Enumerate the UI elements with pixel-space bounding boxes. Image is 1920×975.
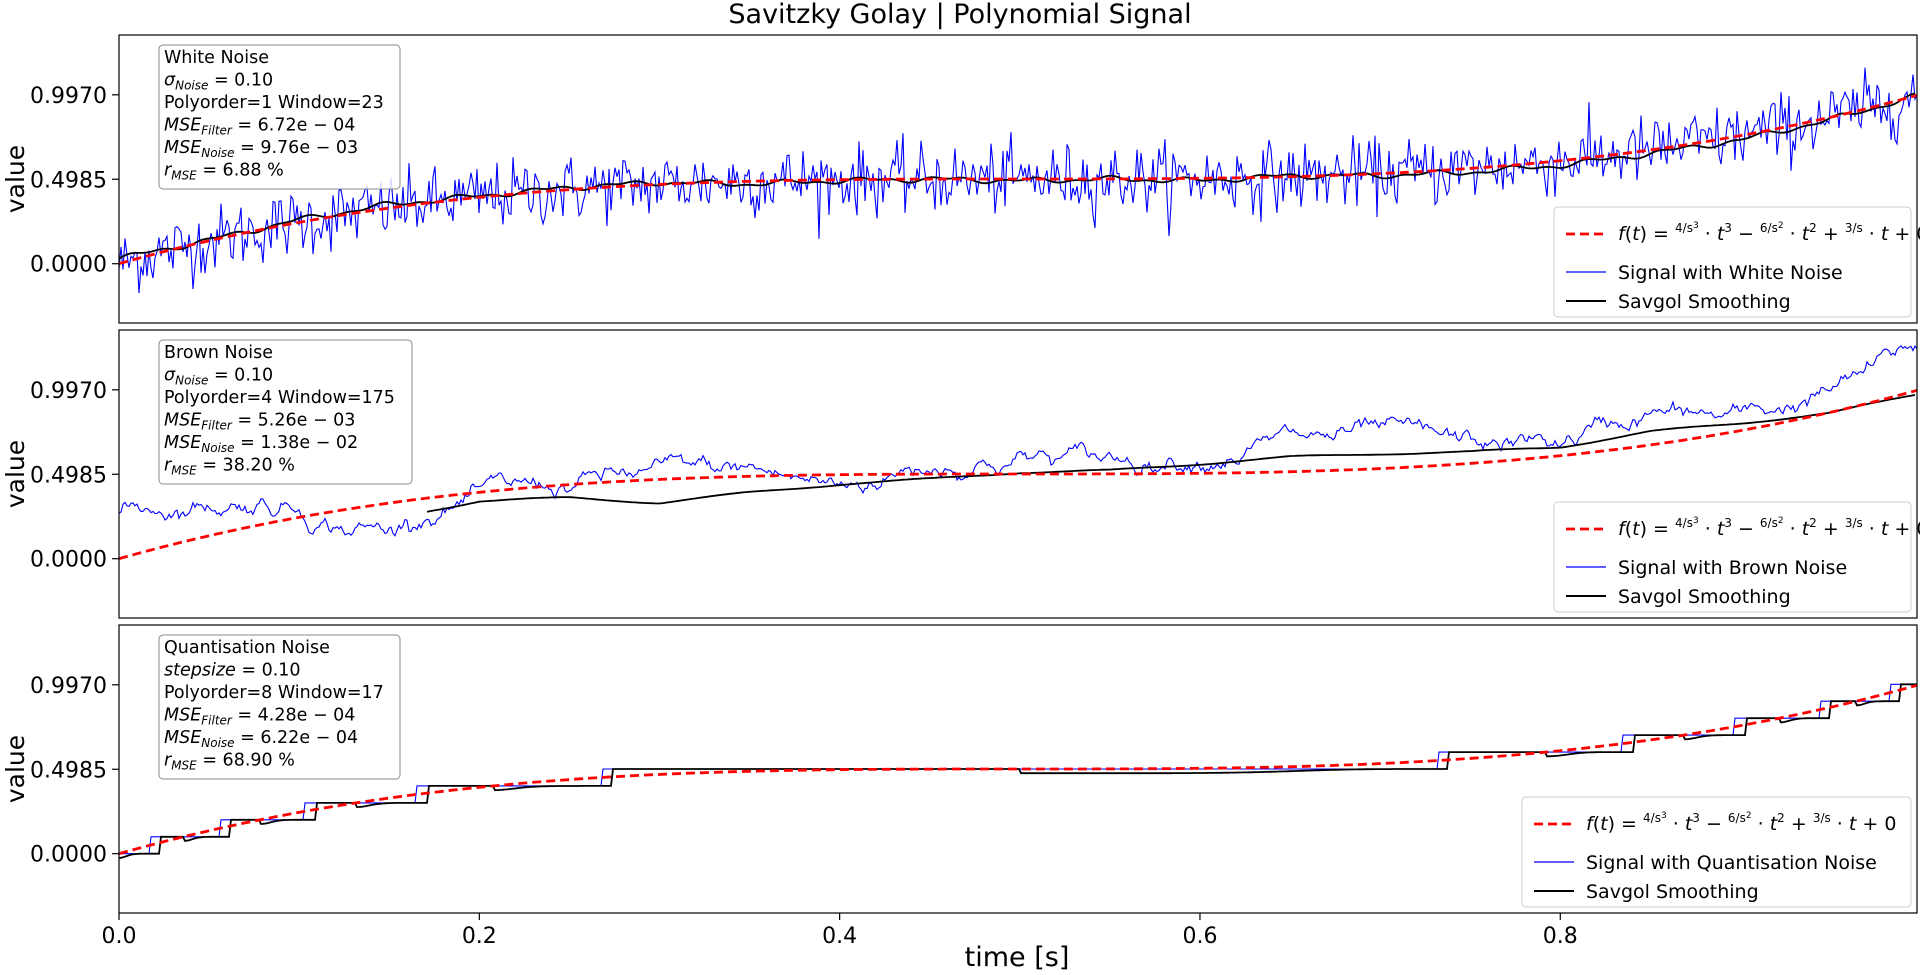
- savgol-smoothing-line: [119, 683, 1917, 859]
- info-polyorder: Polyorder=1 Window=23: [164, 93, 384, 113]
- legend-function-label: f(t) = 4/s3 · t3 − 6/s2 · t2 + 3/s · t +…: [1618, 221, 1920, 245]
- info-r-mse: rMSE = 38.20 %: [164, 456, 295, 478]
- x-tick-label: 0.0: [102, 924, 137, 949]
- legend-box: [1553, 501, 1912, 613]
- x-tick-label: 0.6: [1182, 924, 1217, 949]
- legend-noisy-label: Signal with White Noise: [1618, 262, 1843, 284]
- legend-function-label: f(t) = 4/s3 · t3 − 6/s2 · t2 + 3/s · t +…: [1586, 811, 1896, 835]
- axes-frame: [118, 329, 1918, 619]
- x-tick-label: 0.4: [822, 924, 857, 949]
- info-box: [158, 339, 413, 485]
- noisy-signal-line: [119, 345, 1917, 537]
- info-r-mse: rMSE = 68.90 %: [164, 751, 295, 773]
- info-mse-noise: MSENoise = 6.22e − 04: [164, 728, 358, 750]
- y-tick-label: 0.4985: [30, 463, 107, 488]
- y-tick-label: 0.0000: [30, 843, 107, 868]
- info-box: [158, 634, 401, 780]
- legend-noisy-label: Signal with Quantisation Noise: [1586, 852, 1877, 874]
- info-title: White Noise: [164, 48, 269, 68]
- y-axis-label: value: [1, 440, 30, 508]
- legend-smooth-label: Savgol Smoothing: [1618, 586, 1791, 608]
- y-tick-label: 0.9970: [30, 674, 107, 699]
- function-line: [119, 683, 1917, 856]
- y-axis-label: value: [1, 145, 30, 213]
- info-title: Quantisation Noise: [164, 638, 330, 658]
- x-tick-label: 0.2: [462, 924, 497, 949]
- panels-group: 0.0000 0.4985 0.9970 value White Noise σNoise…: [1, 34, 1920, 949]
- axes-frame: [118, 34, 1918, 324]
- legend-smooth-label: Savgol Smoothing: [1586, 881, 1759, 903]
- info-polyorder: Polyorder=4 Window=175: [164, 388, 395, 408]
- savgol-smoothing-line: [426, 394, 1916, 513]
- info-noise-param: σNoise = 0.10: [164, 71, 273, 93]
- axes-frame: [118, 624, 1918, 914]
- info-mse-filter: MSEFilter = 4.28e − 04: [164, 706, 355, 728]
- y-axis-label: value: [1, 735, 30, 803]
- legend-box: [1553, 206, 1912, 318]
- x-tick-label: 0.8: [1543, 924, 1578, 949]
- chart-title: Savitzky Golay | Polynomial Signal: [728, 0, 1191, 30]
- info-mse-noise: MSENoise = 9.76e − 03: [164, 138, 358, 160]
- panel-white: 0.0000 0.4985 0.9970 value White Noise σNoise…: [1, 34, 1920, 324]
- plot-area: [119, 345, 1917, 561]
- info-noise-param: stepsize = 0.10: [164, 661, 301, 681]
- legend-function-label: f(t) = 4/s3 · t3 − 6/s2 · t2 + 3/s · t +…: [1618, 516, 1920, 540]
- info-title: Brown Noise: [164, 343, 273, 363]
- legend-box: [1521, 796, 1912, 908]
- legend-noisy-label: Signal with Brown Noise: [1618, 557, 1847, 579]
- info-mse-noise: MSENoise = 1.38e − 02: [164, 433, 358, 455]
- function-line: [119, 388, 1917, 561]
- y-tick-label: 0.0000: [30, 548, 107, 573]
- panel-brown: 0.0000 0.4985 0.9970 value Brown Noise σNoise…: [1, 329, 1920, 619]
- panel-quantisation: 0.0000 0.4985 0.9970 value 0.0 0.2 0.4 0.6 0.8 Qu…: [1, 624, 1918, 949]
- info-noise-param: σNoise = 0.10: [164, 366, 273, 388]
- plot-area: [119, 683, 1917, 859]
- savgol-smoothing-line: [119, 92, 1916, 260]
- y-tick-label: 0.0000: [30, 253, 107, 278]
- noisy-signal-line: [119, 67, 1917, 294]
- function-line: [119, 93, 1917, 266]
- info-box: [158, 44, 401, 190]
- legend-smooth-label: Savgol Smoothing: [1618, 291, 1791, 313]
- info-mse-filter: MSEFilter = 6.72e − 04: [164, 116, 355, 138]
- plot-area: [119, 67, 1917, 294]
- info-polyorder: Polyorder=8 Window=17: [164, 683, 384, 703]
- y-tick-label: 0.4985: [30, 758, 107, 783]
- info-mse-filter: MSEFilter = 5.26e − 03: [164, 411, 355, 433]
- x-axis-label: time [s]: [965, 942, 1070, 973]
- y-tick-label: 0.9970: [30, 84, 107, 109]
- info-r-mse: rMSE = 6.88 %: [164, 161, 284, 183]
- y-tick-label: 0.4985: [30, 168, 107, 193]
- y-tick-label: 0.9970: [30, 379, 107, 404]
